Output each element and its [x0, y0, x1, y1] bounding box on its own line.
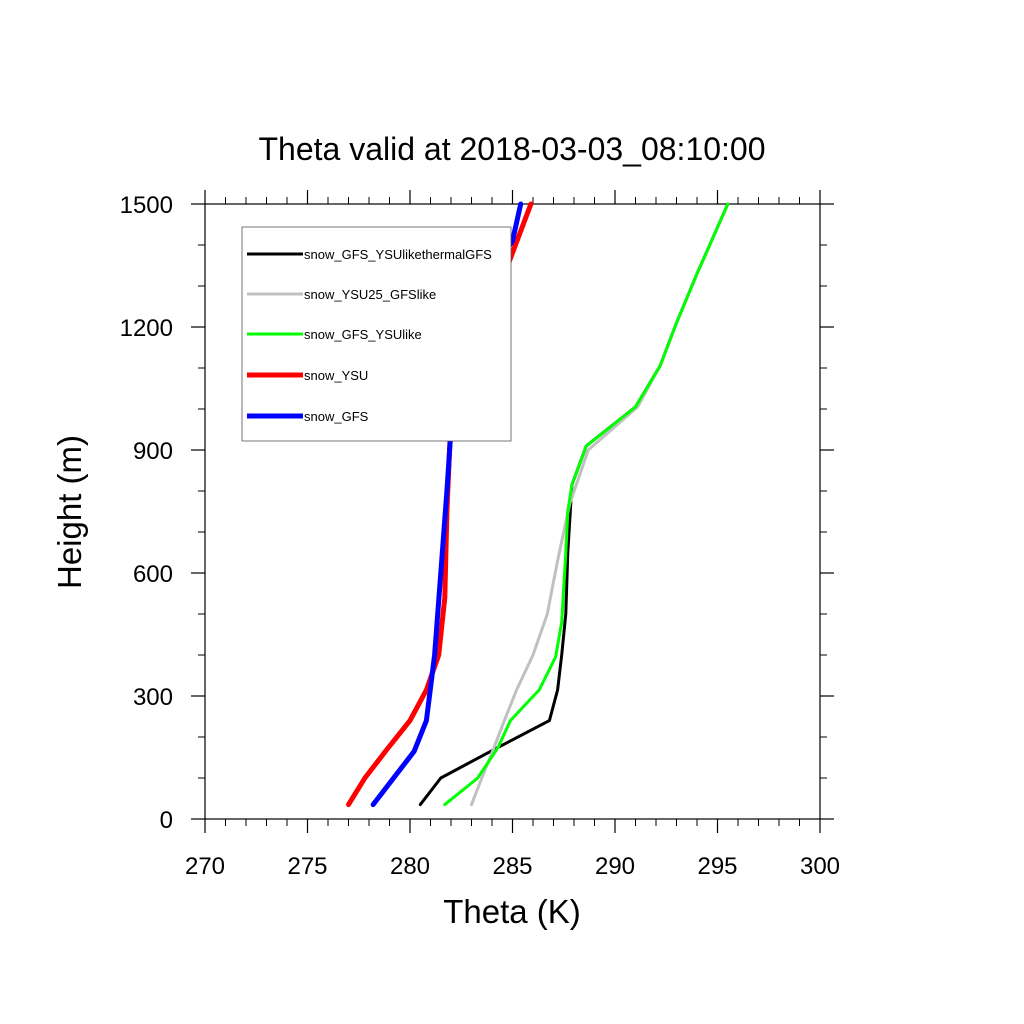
- legend-label: snow_YSU: [304, 368, 368, 383]
- y-tick-label: 1200: [120, 315, 173, 342]
- y-tick-label: 600: [133, 561, 173, 588]
- x-tick-label: 280: [390, 853, 430, 880]
- y-tick-label: 0: [160, 807, 173, 834]
- legend-items: snow_GFS_YSUlikethermalGFS snow_YSU25_GFS…: [247, 247, 492, 424]
- x-tick-label: 270: [185, 853, 225, 880]
- legend-label: snow_YSU25_GFSlike: [304, 287, 436, 302]
- x-tick-label: 300: [800, 853, 840, 880]
- legend-label: snow_GFS_YSUlikethermalGFS: [304, 247, 492, 262]
- plot-axes: 270 275 280 285 290 295 300 0 300 600 900 1200 1500: [120, 190, 840, 880]
- x-axis-label: Theta (K): [443, 893, 581, 930]
- y-tick-label: 900: [133, 438, 173, 465]
- x-tick-label: 290: [595, 853, 635, 880]
- legend: snow_GFS_YSUlikethermalGFS snow_YSU25_GFS…: [241, 226, 512, 442]
- x-tick-label: 295: [697, 853, 737, 880]
- x-tick-label: 285: [492, 853, 532, 880]
- x-tick-label: 275: [287, 853, 327, 880]
- chart-title: Theta valid at 2018-03-03_08:10:00: [258, 131, 765, 167]
- y-tick-label: 300: [133, 684, 173, 711]
- legend-label: snow_GFS: [304, 409, 369, 424]
- y-axis-label: Height (m): [51, 435, 88, 589]
- series-line-snow_GFS_YSUlike: [443, 202, 730, 807]
- y-tick-label: 1500: [120, 192, 173, 219]
- legend-label: snow_GFS_YSUlike: [304, 327, 422, 342]
